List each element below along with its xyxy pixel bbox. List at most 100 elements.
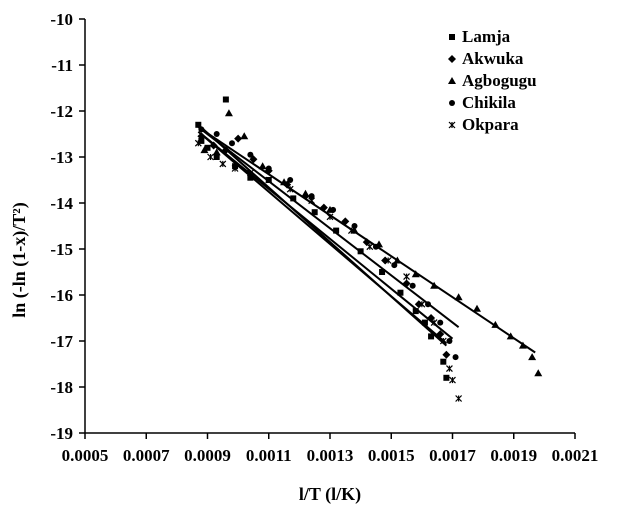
point-akwuka: [436, 330, 445, 339]
point-lamja: [443, 374, 450, 381]
point-agbogugu: [518, 341, 527, 349]
point-chikila: [409, 282, 416, 289]
legend-label-chikila: Chikila: [462, 93, 516, 112]
point-okpara: [207, 153, 214, 161]
y-tick-label: -11: [51, 56, 73, 75]
point-chikila: [425, 301, 431, 308]
fit-line-chikila: [200, 133, 454, 340]
x-tick-label: 0.0007: [123, 446, 170, 465]
point-chikila: [287, 177, 294, 183]
point-agbogugu: [240, 132, 249, 140]
x-tick-label: 0.0009: [184, 446, 231, 465]
x-tick-label: 0.0017: [429, 446, 476, 465]
point-lamja: [311, 209, 318, 216]
point-lamja: [440, 358, 447, 365]
point-akwuka: [341, 217, 350, 226]
point-okpara: [348, 227, 355, 235]
point-okpara: [265, 176, 273, 184]
point-agbogugu: [491, 320, 500, 328]
point-akwuka: [319, 203, 328, 212]
point-chikila: [213, 131, 220, 137]
point-okpara: [286, 185, 294, 193]
point-chikila: [446, 338, 453, 344]
point-akwuka: [414, 300, 423, 309]
legend-marker-lamja: [449, 34, 455, 40]
point-akwuka: [442, 350, 451, 359]
point-okpara: [455, 395, 463, 402]
point-lamja: [195, 121, 202, 128]
data-points: [194, 96, 543, 402]
legend-marker-okpara: [448, 121, 456, 129]
fit-line-akwuka: [200, 128, 460, 328]
point-agbogugu: [301, 189, 310, 197]
ticks: -10 -11 -12 -13 -14 -15 -16 -17 -18 -19 0.0005 0.00…: [50, 10, 598, 465]
x-tick-label: 0.0013: [307, 446, 354, 465]
y-tick-label: -19: [50, 424, 73, 443]
point-chikila: [452, 354, 459, 361]
point-chikila: [330, 206, 337, 213]
point-agbogugu: [280, 178, 289, 186]
point-okpara: [366, 243, 374, 251]
legend-marker-akwuka: [448, 55, 456, 63]
point-akwuka: [427, 314, 436, 322]
x-tick-label: 0.0005: [62, 446, 109, 465]
y-axis-label: ln (-ln (1-x)/T²): [9, 202, 30, 317]
point-chikila: [265, 165, 272, 172]
point-okpara: [194, 139, 202, 147]
y-tick-label: -13: [50, 148, 73, 167]
point-okpara: [246, 169, 254, 177]
x-tick-label: 0.0015: [368, 446, 415, 465]
point-agbogugu: [454, 293, 463, 301]
point-okpara: [430, 319, 438, 327]
x-axis-label: l/T (l/K): [299, 484, 361, 505]
point-okpara: [403, 273, 410, 281]
legend: Lamja Akwuka Agbogugu Chikila Okpara: [448, 27, 537, 134]
point-akwuka: [234, 134, 243, 143]
point-okpara: [446, 365, 453, 373]
point-okpara: [439, 337, 447, 345]
point-chikila: [437, 319, 444, 326]
point-lamja: [379, 269, 386, 275]
y-tick-label: -18: [50, 378, 73, 397]
point-chikila: [198, 126, 205, 133]
y-tick-label: -15: [50, 240, 73, 259]
point-okpara: [326, 213, 334, 221]
point-agbogugu: [393, 256, 402, 264]
point-agbogugu: [200, 146, 209, 154]
fit-line-okpara: [197, 130, 448, 345]
legend-label-okpara: Okpara: [462, 115, 519, 134]
point-agbogugu: [430, 281, 439, 289]
point-lamja: [333, 227, 340, 234]
point-akwuka: [221, 146, 230, 155]
point-akwuka: [402, 279, 411, 288]
point-lamja: [213, 154, 220, 160]
y-tick-label: -12: [50, 102, 73, 121]
point-agbogugu: [473, 304, 481, 312]
legend-label-lamja: Lamja: [462, 27, 511, 46]
fit-lines: [197, 124, 536, 354]
point-lamja: [421, 319, 428, 326]
point-lamja: [204, 144, 211, 151]
legend-marker-chikila: [449, 100, 455, 106]
point-agbogugu: [212, 148, 221, 156]
point-akwuka: [197, 132, 206, 141]
legend-label-agbogugu: Agbogugu: [462, 71, 537, 90]
point-lamja: [247, 174, 254, 181]
point-lamja: [412, 308, 419, 315]
point-okpara: [449, 376, 456, 384]
legend-marker-agbogugu: [448, 77, 456, 84]
point-akwuka: [209, 141, 218, 150]
legend-label-akwuka: Akwuka: [462, 49, 524, 68]
point-agbogugu: [258, 162, 267, 170]
point-lamja: [397, 289, 404, 296]
point-chikila: [247, 151, 254, 158]
point-akwuka: [362, 238, 371, 247]
point-agbogugu: [411, 270, 420, 278]
point-okpara: [384, 257, 392, 264]
point-chikila: [391, 262, 398, 269]
x-tick-label: 0.0021: [552, 446, 599, 465]
point-agbogugu: [506, 332, 515, 340]
point-agbogugu: [528, 353, 537, 361]
x-tick-label: 0.0011: [246, 446, 292, 465]
